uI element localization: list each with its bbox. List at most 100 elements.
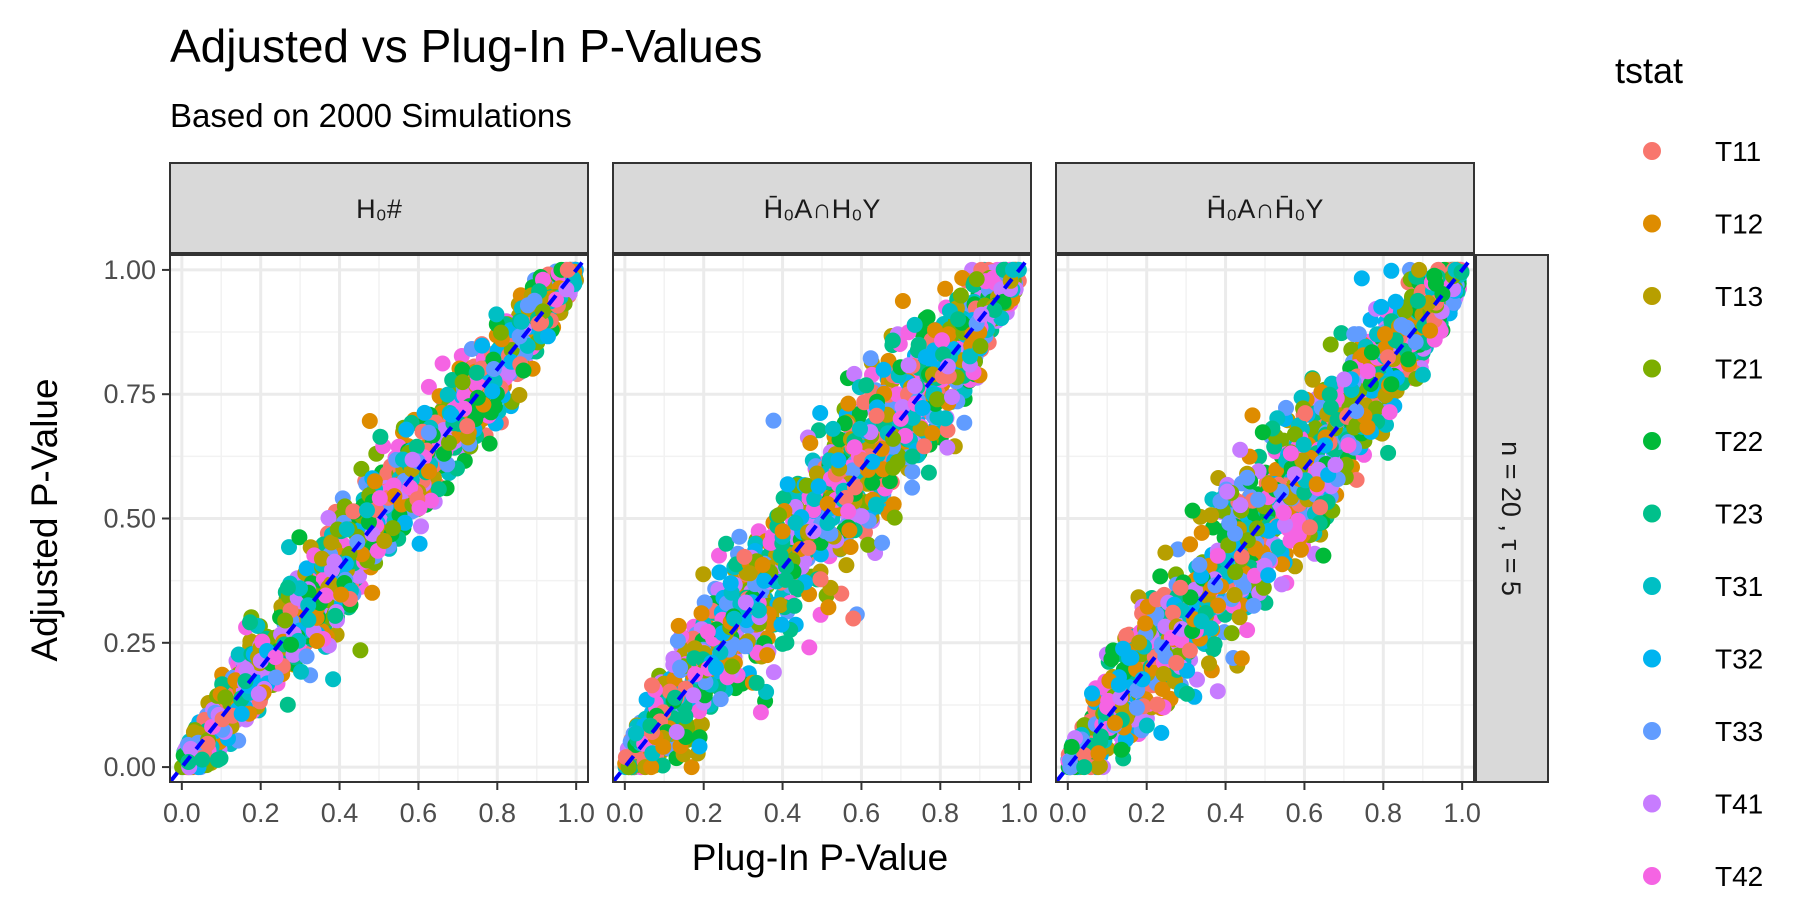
data-point — [841, 522, 858, 539]
data-point — [774, 523, 791, 540]
data-point — [481, 435, 498, 452]
x-tick-label: 0.0 — [606, 798, 644, 828]
data-point — [364, 584, 381, 601]
x-tick-label: 0.8 — [1365, 798, 1403, 828]
data-point — [1193, 613, 1210, 630]
data-point — [279, 579, 296, 596]
data-point — [1206, 636, 1223, 653]
data-point — [889, 454, 906, 470]
data-point — [917, 349, 934, 365]
legend-label: T41 — [1715, 789, 1763, 820]
data-point — [1359, 363, 1376, 380]
facet-strip — [169, 162, 589, 254]
data-point — [420, 424, 437, 441]
data-point — [1333, 325, 1350, 342]
legend-swatch — [1643, 649, 1661, 668]
data-point — [762, 534, 779, 551]
data-point — [441, 434, 457, 451]
data-point — [731, 528, 748, 545]
x-tick-label: 0.6 — [400, 798, 438, 828]
data-point — [934, 332, 950, 349]
data-point — [1322, 399, 1339, 416]
facet-strip-label: H̄₀A∩H₀Y — [764, 194, 881, 224]
data-point — [1239, 469, 1256, 486]
data-point — [1155, 666, 1172, 682]
data-point — [434, 355, 451, 372]
data-point — [515, 362, 532, 379]
data-point — [1254, 424, 1271, 441]
data-point — [904, 479, 921, 496]
data-point — [1260, 567, 1277, 584]
x-tick-label: 0.6 — [843, 798, 881, 828]
data-point — [1368, 400, 1385, 417]
data-point — [840, 503, 857, 520]
data-point — [300, 611, 317, 628]
data-point — [699, 623, 716, 640]
data-point — [233, 705, 250, 722]
data-point — [352, 642, 369, 659]
facet-panel: H̄₀A∩H₀Y 0.0 0.2 0.4 0.6 0.8 1.0 — [606, 162, 1038, 828]
data-point — [194, 751, 211, 768]
data-point — [937, 280, 954, 297]
data-point — [687, 666, 704, 683]
data-point — [846, 439, 863, 456]
data-point — [291, 529, 308, 546]
legend-swatch — [1643, 794, 1661, 813]
data-point — [1076, 759, 1093, 776]
data-point — [759, 647, 776, 664]
data-point — [1353, 270, 1370, 287]
data-point — [1383, 262, 1400, 279]
identity-reference-line — [613, 255, 1031, 782]
data-point — [787, 514, 804, 531]
data-point — [1409, 292, 1426, 309]
data-point — [900, 357, 917, 374]
data-point — [1445, 294, 1462, 311]
data-point — [1275, 504, 1292, 521]
data-point — [812, 546, 829, 563]
data-point — [654, 757, 671, 774]
data-point — [1137, 615, 1154, 632]
legend-swatch — [1643, 577, 1661, 595]
data-point — [454, 374, 471, 391]
legend-swatch — [1643, 287, 1661, 305]
data-point — [718, 535, 735, 552]
legend-item: T23 — [1643, 499, 1763, 530]
identity-reference-line — [1056, 255, 1474, 782]
data-point — [277, 612, 294, 629]
data-point — [1250, 491, 1267, 508]
data-point — [1340, 437, 1357, 454]
data-point — [722, 575, 739, 592]
data-point — [765, 412, 782, 429]
legend-swatch — [1643, 722, 1661, 740]
chart-title: Adjusted vs Plug-In P-Values — [170, 20, 762, 72]
data-point — [736, 548, 753, 565]
data-point — [1381, 404, 1398, 421]
data-point — [1244, 407, 1261, 424]
data-point — [320, 510, 337, 526]
data-point — [300, 597, 317, 614]
facet-strip-label: H̄₀A∩H̄₀Y — [1207, 194, 1324, 224]
data-point — [1380, 349, 1396, 366]
data-point — [1336, 371, 1353, 388]
data-point — [1373, 298, 1390, 315]
data-point — [376, 533, 393, 549]
data-point — [810, 478, 827, 495]
data-point — [1226, 587, 1243, 603]
data-point — [1209, 547, 1226, 564]
x-axis-title: Plug-In P-Value — [692, 837, 948, 878]
data-point — [860, 536, 877, 553]
data-point — [935, 346, 952, 363]
data-point — [1363, 344, 1380, 361]
data-point — [868, 496, 884, 513]
data-point — [1232, 441, 1249, 458]
data-point — [1393, 317, 1410, 333]
data-point — [944, 389, 960, 405]
data-point — [1201, 655, 1217, 672]
data-point — [1184, 502, 1201, 519]
x-tick-label: 0.8 — [479, 798, 517, 828]
legend-swatch — [1643, 432, 1661, 450]
data-point — [439, 386, 456, 403]
data-point — [1063, 738, 1080, 755]
data-point — [773, 616, 790, 633]
data-point — [1113, 741, 1130, 758]
